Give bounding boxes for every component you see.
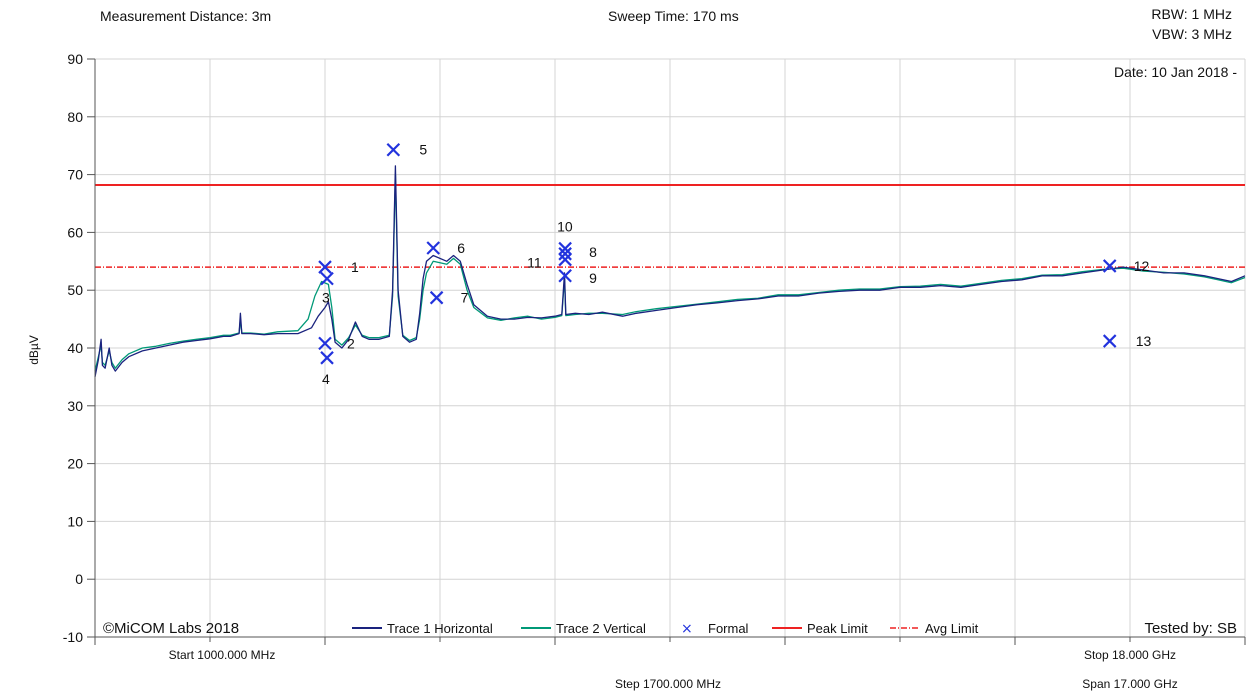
marker-label: 13 (1136, 333, 1152, 349)
legend-item-avg-limit: Avg Limit (890, 621, 979, 636)
step-frequency-label: Step 1700.000 MHz (615, 677, 721, 691)
legend-label-peak-limit: Peak Limit (807, 621, 868, 636)
marker-10: 10 (557, 219, 573, 256)
legend-label-trace2: Trace 2 Vertical (556, 621, 646, 636)
grid (95, 58, 1246, 637)
vbw-label: VBW: 3 MHz (1152, 26, 1232, 42)
limit-lines (95, 184, 1245, 268)
marker-cross (558, 247, 572, 261)
marker-12: 12 (1102, 258, 1150, 274)
marker-11: 11 (527, 252, 572, 271)
y-tick-label: 40 (67, 340, 83, 356)
legend-item-peak-limit: Peak Limit (772, 621, 868, 636)
stop-frequency-label: Stop 18.000 GHz (1084, 648, 1176, 662)
rbw-label: RBW: 1 MHz (1151, 6, 1232, 22)
y-ticks: -10 0 10 20 30 40 50 60 70 80 90 (63, 51, 95, 645)
marker-cross (318, 336, 332, 351)
marker-6: 6 (426, 240, 465, 256)
marker-label: 1 (351, 259, 359, 275)
marker-cross (318, 260, 332, 274)
marker-label: 9 (589, 270, 597, 286)
marker-cross (558, 241, 572, 256)
marker-label: 7 (461, 290, 469, 306)
marker-cross (1102, 259, 1117, 273)
y-tick-label: 80 (67, 109, 83, 125)
tested-by-label: Tested by: SB (1144, 620, 1237, 637)
marker-cross (558, 268, 572, 283)
marker-5: 5 (386, 142, 427, 158)
legend: Trace 1 Horizontal Trace 2 Vertical × Fo… (352, 621, 979, 637)
marker-cross (1102, 334, 1117, 348)
legend-item-formal: × Formal (681, 621, 749, 637)
copyright-label: ©MiCOM Labs 2018 (103, 620, 239, 637)
trace-1-horizontal-line (94, 165, 1246, 378)
marker-cross (320, 351, 334, 365)
y-tick-label: 90 (67, 51, 83, 67)
start-frequency-label: Start 1000.000 MHz (169, 648, 276, 662)
date-label: Date: 10 Jan 2018 - (1114, 64, 1237, 80)
sweep-time-label: Sweep Time: 170 ms (608, 8, 739, 24)
y-tick-label: 20 (67, 456, 83, 472)
marker-label: 6 (457, 240, 465, 256)
traces (94, 165, 1246, 378)
marker-2: 2 (318, 335, 355, 351)
marker-label: 10 (557, 219, 573, 235)
trace-2-vertical-line (94, 173, 1246, 372)
marker-7: 7 (429, 290, 469, 306)
marker-cross (320, 271, 334, 286)
marker-label: 8 (589, 244, 597, 260)
marker-4: 4 (320, 351, 334, 387)
legend-label-trace1: Trace 1 Horizontal (387, 621, 493, 636)
y-tick-label: 60 (67, 224, 83, 240)
marker-cross (429, 290, 444, 305)
marker-label: 4 (322, 371, 330, 387)
marker-label: 5 (419, 142, 427, 158)
legend-label-formal: Formal (708, 621, 749, 636)
y-axis-label: dBµV (27, 335, 41, 365)
marker-1: 1 (318, 259, 359, 275)
y-tick-label: 30 (67, 398, 83, 414)
marker-cross (386, 142, 401, 157)
marker-9: 9 (558, 268, 597, 286)
marker-label: 2 (347, 335, 355, 351)
y-tick-label: 50 (67, 282, 83, 298)
legend-swatch-formal: × (681, 621, 693, 637)
y-tick-label: 70 (67, 167, 83, 183)
marker-cross (426, 241, 441, 255)
marker-cross (558, 252, 572, 267)
marker-8: 8 (558, 244, 597, 261)
marker-label: 12 (1134, 258, 1150, 274)
legend-label-avg-limit: Avg Limit (925, 621, 979, 636)
marker-label: 11 (527, 255, 542, 271)
span-frequency-label: Span 17.000 GHz (1082, 677, 1177, 691)
y-tick-label: -10 (63, 629, 83, 645)
marker-label: 3 (322, 290, 330, 306)
y-tick-label: 10 (67, 513, 83, 529)
measurement-distance-label: Measurement Distance: 3m (100, 8, 272, 24)
y-tick-label: 0 (75, 571, 83, 587)
x-ticks (94, 637, 1246, 645)
legend-item-trace2: Trace 2 Vertical (521, 621, 646, 636)
marker-13: 13 (1102, 333, 1152, 349)
marker-3: 3 (320, 271, 334, 306)
legend-item-trace1: Trace 1 Horizontal (352, 621, 493, 636)
